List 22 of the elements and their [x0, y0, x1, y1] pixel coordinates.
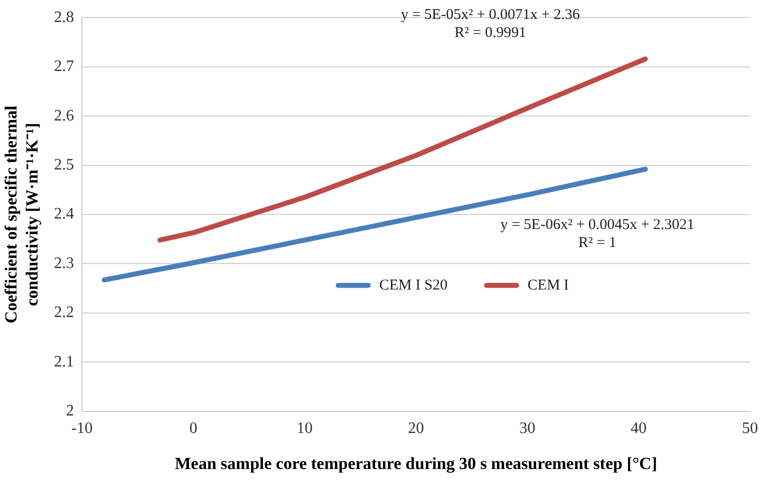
y-tick-label: 2.8 — [54, 8, 74, 26]
y-tick-label: 2.5 — [54, 156, 74, 174]
annotation: y = 5E-05x² + 0.0071x + 2.36 R² = 0.9991 — [400, 6, 580, 41]
y-tick-label: 2.3 — [54, 254, 74, 272]
x-tick-label: 10 — [296, 420, 313, 438]
y-tick-label: 2.2 — [54, 304, 74, 322]
x-tick-label: 50 — [742, 420, 758, 438]
y-tick-label: 2.1 — [54, 353, 74, 370]
y-tick-label: 2.4 — [54, 206, 74, 223]
legend-label: CEM I S20 — [379, 277, 448, 294]
x-tick-label: 40 — [630, 420, 647, 438]
x-tick-label: 0 — [189, 420, 198, 438]
annotation: y = 5E-06x² + 0.0045x + 2.3021 R² = 1 — [500, 217, 694, 252]
legend-label: CEM I — [528, 277, 569, 294]
y-tick-label: 2 — [66, 402, 74, 420]
x-axis-title: Mean sample core temperature during 30 s measurement step [°C] — [174, 454, 658, 474]
y-tick-label: 2.7 — [54, 58, 74, 76]
x-tick-label: 30 — [519, 420, 536, 438]
y-axis-title: Coefficient of specific thermal conductivity [W·m⁻¹·K⁻¹] — [1, 105, 42, 324]
y-tick-label: 2.6 — [54, 107, 74, 124]
x-tick-label: -10 — [71, 420, 93, 438]
x-tick-label: 20 — [408, 420, 424, 438]
